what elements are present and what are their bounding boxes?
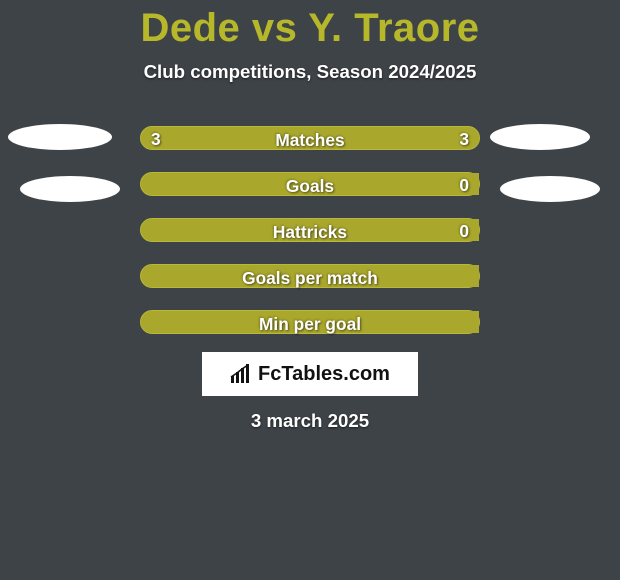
compare-track: 0Goals (140, 172, 480, 196)
fill-left (141, 311, 479, 333)
compare-track: 33Matches (140, 126, 480, 150)
fill-right (310, 127, 479, 149)
value-left: 3 (151, 127, 161, 151)
compare-rows: 33Matches0Goals0HattricksGoals per match… (0, 124, 620, 354)
compare-track: Min per goal (140, 310, 480, 334)
compare-track: 0Hattricks (140, 218, 480, 242)
left-ellipse-2 (20, 176, 120, 202)
comparison-canvas: Dede vs Y. Traore Club competitions, Sea… (0, 0, 620, 580)
value-right: 3 (459, 127, 469, 151)
chart-icon (230, 364, 252, 384)
right-ellipse-2 (500, 176, 600, 202)
page-subtitle: Club competitions, Season 2024/2025 (0, 61, 620, 83)
compare-row: Goals per match (0, 262, 620, 308)
fill-left (141, 265, 479, 287)
compare-row: 0Hattricks (0, 216, 620, 262)
fill-left (141, 173, 479, 195)
page-title: Dede vs Y. Traore (0, 0, 620, 51)
compare-track: Goals per match (140, 264, 480, 288)
brand-box: FcTables.com (202, 352, 418, 396)
fill-left (141, 219, 479, 241)
left-ellipse-1 (8, 124, 112, 150)
value-right: 0 (459, 173, 469, 197)
value-right: 0 (459, 219, 469, 243)
footer-date: 3 march 2025 (0, 410, 620, 432)
brand-text: FcTables.com (258, 363, 390, 386)
right-ellipse-1 (490, 124, 590, 150)
compare-row: Min per goal (0, 308, 620, 354)
fill-left (141, 127, 310, 149)
